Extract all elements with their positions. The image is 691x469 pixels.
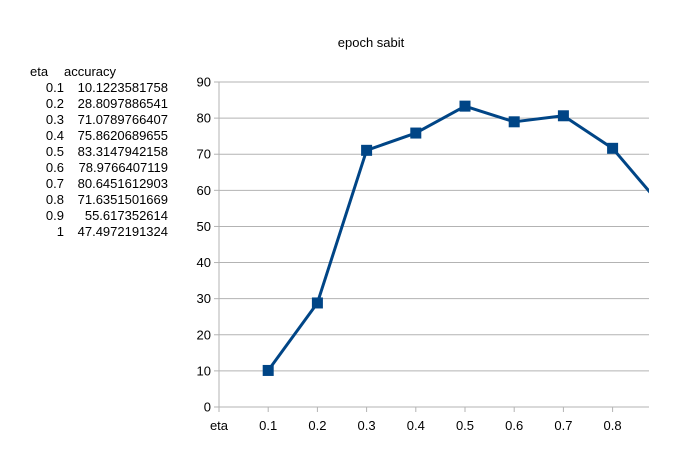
table-row: 0.7 80.6451612903	[30, 176, 168, 192]
data-point-marker	[607, 142, 619, 154]
header-eta: eta	[30, 64, 49, 79]
accuracy-cell: 71.6351501669	[77, 192, 168, 207]
table-row: 0.1 10.1223581758	[30, 80, 168, 96]
x-tick-label: 0.3	[358, 418, 376, 433]
data-point-marker	[311, 297, 323, 309]
y-tick-label: 50	[197, 219, 211, 234]
accuracy-cell: 10.1223581758	[77, 80, 168, 95]
eta-cell: 0.8	[45, 192, 64, 207]
data-point-marker	[508, 116, 520, 128]
data-table: eta accuracy 0.1 10.1223581758 0.2 28.80978…	[30, 64, 168, 240]
eta-cell: 0.2	[45, 96, 64, 111]
eta-cell: 0.9	[45, 208, 64, 223]
x-tick-label: 0.4	[407, 418, 425, 433]
x-tick-label: 0.1	[259, 418, 277, 433]
x-tick-label: eta	[210, 418, 229, 433]
header-accuracy: accuracy	[64, 64, 117, 79]
accuracy-cell: 28.8097886541	[77, 96, 168, 111]
y-axis: 0 10 20 30 40 50 60 70 80 90	[197, 75, 220, 415]
table-row: 0.2 28.8097886541	[30, 96, 168, 112]
y-tick-label: 90	[197, 75, 211, 90]
y-tick-label: 80	[197, 111, 211, 126]
table-row: 0.5 83.3147942158	[30, 144, 168, 160]
data-point-marker	[459, 100, 471, 112]
x-tick-label: 0.7	[554, 418, 572, 433]
accuracy-cell: 78.9766407119	[78, 160, 168, 175]
accuracy-cell: 80.6451612903	[77, 176, 168, 191]
eta-cell: 0.1	[45, 80, 64, 95]
eta-cell: 0.4	[45, 128, 64, 143]
table-row: 0.6 78.9766407119	[30, 160, 168, 176]
table-row: 1 47.4972191324	[30, 224, 168, 240]
x-tick-label: 0.2	[308, 418, 326, 433]
chart-title: epoch sabit	[338, 35, 405, 50]
y-tick-label: 40	[197, 255, 211, 270]
data-point-marker	[262, 364, 274, 376]
table-row: 0.9 55.617352614	[30, 208, 168, 224]
eta-cell: 0.5	[45, 144, 64, 159]
x-axis: eta 0.1 0.2 0.3 0.4 0.5 0.6 0.7 0.8	[210, 407, 622, 433]
y-tick-label: 0	[204, 400, 211, 415]
eta-cell: 0.3	[45, 112, 64, 127]
x-tick-label: 0.8	[604, 418, 622, 433]
y-tick-label: 20	[197, 327, 211, 342]
eta-cell: 0.6	[45, 160, 64, 175]
eta-cell: 1	[56, 224, 64, 239]
y-tick-label: 30	[197, 291, 211, 306]
y-tick-label: 60	[197, 183, 211, 198]
data-point-marker	[361, 144, 373, 156]
table-row: 0.4 75.8620689655	[30, 128, 168, 144]
table-row: 0.8 71.6351501669	[30, 192, 168, 208]
accuracy-cell: 83.3147942158	[77, 144, 168, 159]
y-tick-label: 10	[197, 363, 211, 378]
eta-cell: 0.7	[45, 176, 64, 191]
series-line	[266, 104, 649, 372]
data-point-marker	[410, 127, 422, 139]
table-row: 0.3 71.0789766407	[30, 112, 168, 128]
table-header: eta accuracy	[30, 64, 168, 80]
series-accuracy	[262, 100, 649, 376]
accuracy-cell: 71.0789766407	[77, 112, 168, 127]
grid-lines	[219, 81, 649, 408]
accuracy-cell: 75.8620689655	[77, 128, 168, 143]
accuracy-cell: 47.4972191324	[77, 224, 168, 239]
y-tick-label: 70	[197, 147, 211, 162]
x-tick-label: 0.6	[505, 418, 523, 433]
x-tick-label: 0.5	[456, 418, 474, 433]
data-point-marker	[557, 110, 569, 122]
accuracy-cell: 55.617352614	[84, 208, 168, 223]
